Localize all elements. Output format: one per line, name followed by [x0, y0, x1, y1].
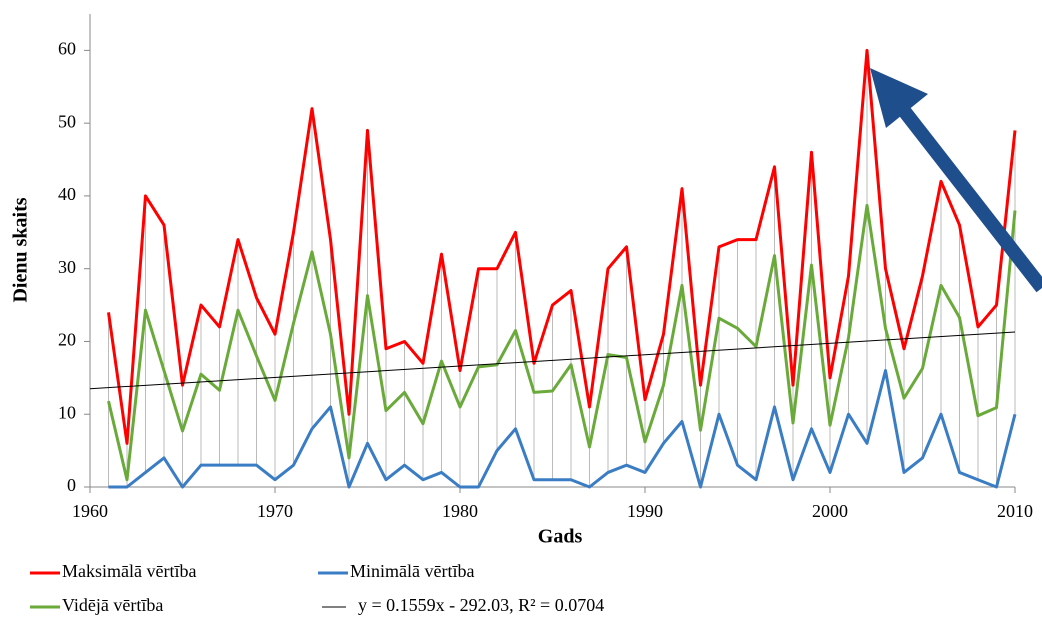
series-line — [107, 48, 1017, 445]
x-axis-title: Gads — [538, 526, 583, 548]
x-tick-label: 2010 — [997, 501, 1033, 521]
x-tick-label: 1980 — [442, 501, 478, 521]
y-tick-label: 10 — [58, 402, 76, 422]
y-tick-label: 30 — [58, 257, 76, 277]
arrow-head — [870, 68, 928, 128]
y-tick-label: 0 — [67, 475, 76, 495]
y-axis-title: Dienu skaits — [10, 197, 32, 302]
series-line — [107, 203, 1017, 482]
x-tick-label: 1970 — [257, 501, 293, 521]
legend-label: y = 0.1559x - 292.03, R² = 0.0704 — [358, 595, 604, 615]
x-tick-label: 1960 — [72, 501, 108, 521]
arrow-shaft — [899, 107, 1042, 293]
legend-label: Maksimālā vērtība — [62, 561, 196, 581]
y-tick-label: 60 — [58, 39, 76, 59]
legend-label: Minimālā vērtība — [350, 561, 474, 581]
y-tick-label: 40 — [58, 184, 76, 204]
y-tick-label: 20 — [58, 330, 76, 350]
trend-line — [89, 331, 1016, 390]
y-tick-label: 50 — [58, 111, 76, 131]
x-tick-label: 2000 — [812, 501, 848, 521]
legend-label: Vidējā vērtība — [62, 595, 163, 615]
x-tick-label: 1990 — [627, 501, 663, 521]
series-line — [108, 369, 1017, 489]
